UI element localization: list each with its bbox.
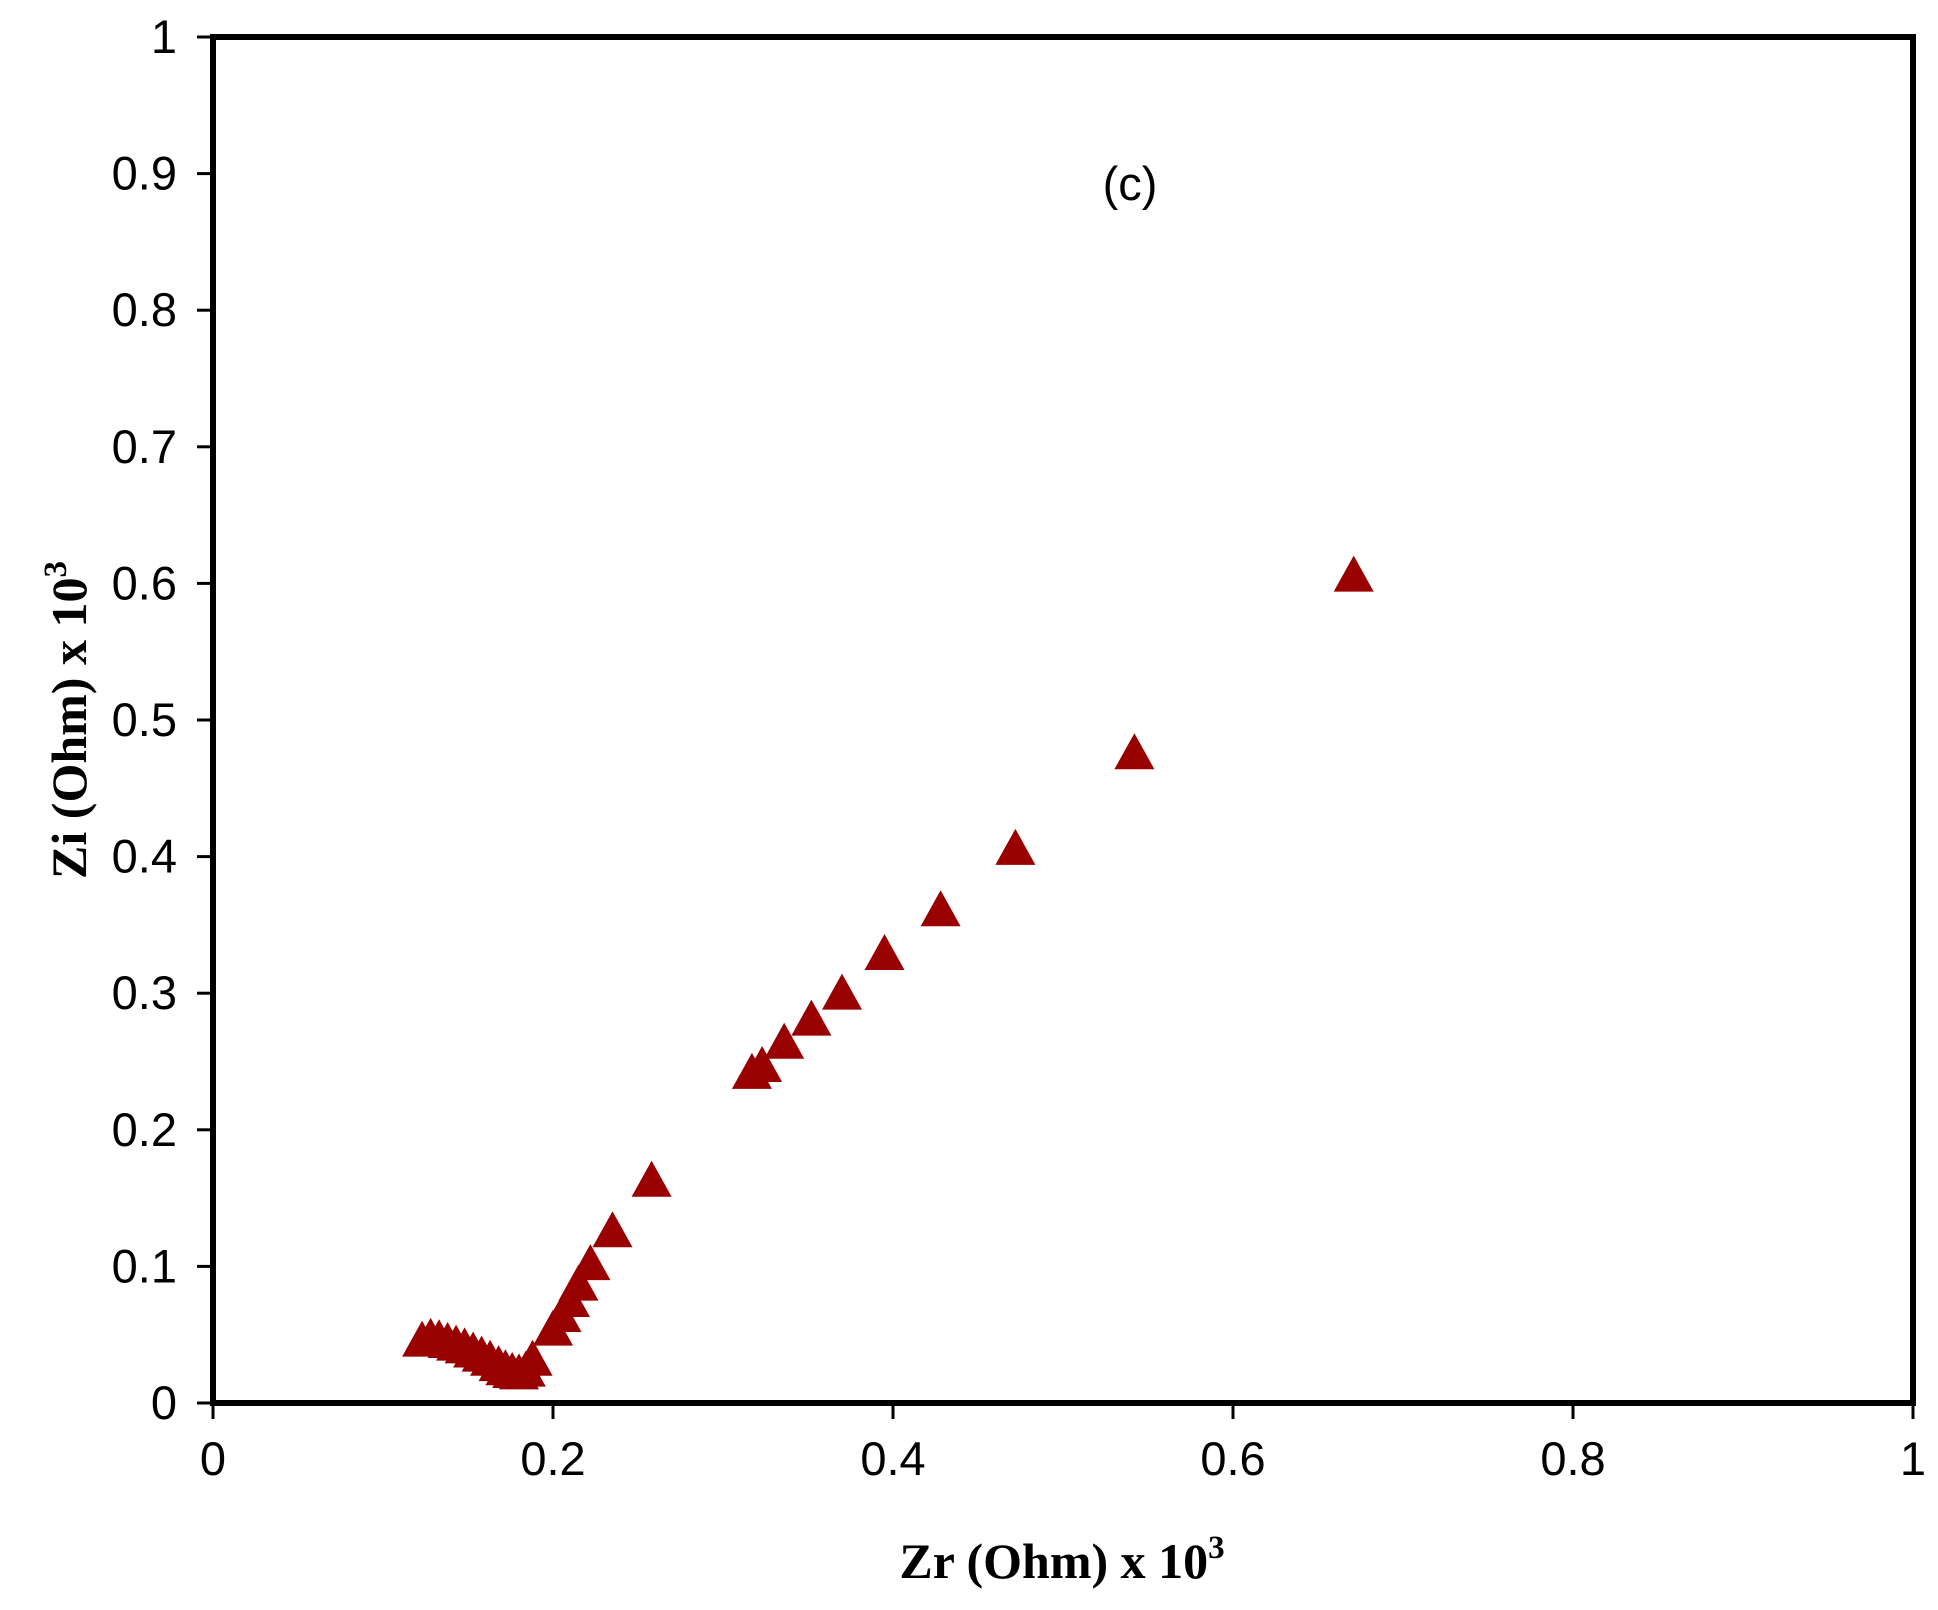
plot-frame (210, 34, 1916, 1406)
y-tick-label: 0.7 (112, 420, 177, 473)
data-point (631, 1160, 672, 1197)
data-point (742, 1046, 783, 1083)
chart-annotation: (c) (1103, 157, 1158, 210)
y-tick-label: 0.6 (112, 556, 177, 609)
y-axis-title: Zi (Ohm) x 103 (38, 561, 97, 879)
x-axis-ticks: 0 0.2 0.4 0.6 0.8 1 (200, 1403, 1926, 1485)
y-tick-label: 1 (151, 10, 177, 63)
y-tick-label: 0.9 (112, 147, 177, 200)
y-tick-label: 0.4 (112, 830, 177, 883)
y-tick-label: 0 (151, 1376, 177, 1429)
data-point (558, 1264, 599, 1301)
x-tick-label: 0 (200, 1432, 226, 1485)
x-tick-label: 0.8 (1540, 1432, 1605, 1485)
data-point (1114, 733, 1155, 770)
data-point (791, 999, 832, 1036)
y-axis-ticks: 0 0.1 0.2 0.3 0.4 0.5 0.6 0.7 0.8 0.9 1 (112, 10, 213, 1429)
data-point (570, 1244, 611, 1281)
data-point (592, 1211, 633, 1248)
y-tick-label: 0.5 (112, 693, 177, 746)
data-point (512, 1339, 553, 1376)
y-tick-label: 0.2 (112, 1103, 177, 1156)
x-axis-title: Zr (Ohm) x 103 (899, 1530, 1224, 1589)
y-tick-label: 0.8 (112, 283, 177, 336)
x-axis-title-text: Zr (Ohm) x 10 (899, 1533, 1208, 1589)
x-axis-title-superscript: 3 (1208, 1530, 1225, 1566)
x-tick-label: 0.6 (1200, 1432, 1265, 1485)
y-tick-label: 0.1 (112, 1239, 177, 1292)
x-tick-label: 1 (1900, 1432, 1926, 1485)
data-point (822, 973, 862, 1010)
y-tick-label: 0.3 (112, 966, 177, 1019)
x-tick-label: 0.2 (520, 1432, 585, 1485)
y-axis-title-text: Zi (Ohm) x 10 (41, 578, 97, 879)
data-point (920, 890, 961, 927)
data-point (1333, 555, 1374, 592)
data-point (864, 933, 905, 970)
x-tick-label: 0.4 (860, 1432, 925, 1485)
data-point (995, 828, 1036, 865)
data-points (402, 555, 1374, 1390)
data-point (764, 1022, 805, 1059)
y-axis-title-superscript: 3 (38, 561, 74, 578)
